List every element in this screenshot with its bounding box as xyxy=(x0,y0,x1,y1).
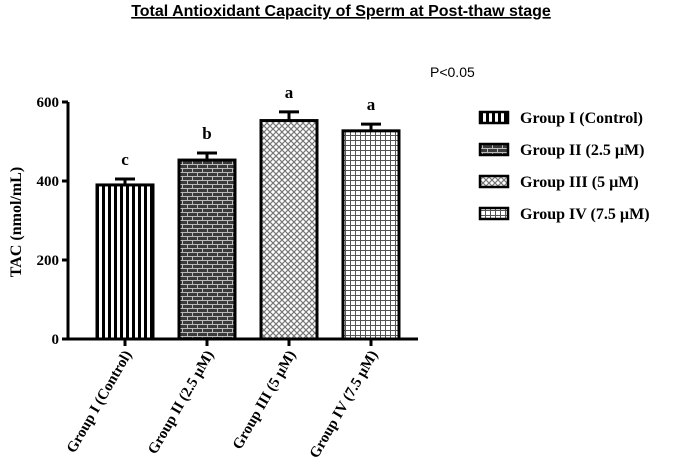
bar xyxy=(341,129,401,341)
x-tick-label: Group II (2.5 µM) xyxy=(145,348,217,457)
bar xyxy=(259,119,319,341)
y-tick-label: 200 xyxy=(37,253,60,269)
significance-letter: a xyxy=(285,83,294,102)
bar xyxy=(95,183,155,341)
legend-label: Group III (5 µM) xyxy=(520,174,639,191)
p-value-annotation: P<0.05 xyxy=(430,64,475,80)
legend-swatch xyxy=(478,142,510,157)
bars: c b a a xyxy=(95,83,401,341)
x-axis: Group I (Control) Group II (2.5 µM) Group … xyxy=(64,337,418,461)
y-axis: 0 200 400 600 xyxy=(37,95,70,348)
y-tick-label: 0 xyxy=(52,332,60,348)
significance-letter: c xyxy=(121,150,129,169)
legend-swatch xyxy=(478,174,510,189)
legend-label: Group IV (7.5 µM) xyxy=(520,206,650,223)
x-tick-label: Group I (Control) xyxy=(64,348,136,456)
x-tick-label: Group IV (7.5 µM) xyxy=(307,348,382,461)
legend: Group I (Control) Group II (2.5 µM) Group … xyxy=(478,110,650,223)
chart-title: Total Antioxidant Capacity of Sperm at P… xyxy=(131,3,551,20)
legend-label: Group I (Control) xyxy=(520,110,643,127)
y-axis-label: TAC (nmol/mL) xyxy=(8,167,25,277)
significance-letter: a xyxy=(367,95,376,114)
legend-label: Group II (2.5 µM) xyxy=(520,142,644,159)
x-tick-label: Group III (5 µM) xyxy=(230,348,300,452)
y-tick-label: 600 xyxy=(37,95,60,111)
legend-swatch xyxy=(478,110,510,125)
y-tick-label: 400 xyxy=(37,174,60,190)
significance-letter: b xyxy=(202,124,211,143)
legend-swatch xyxy=(478,206,510,221)
bar xyxy=(177,158,237,341)
